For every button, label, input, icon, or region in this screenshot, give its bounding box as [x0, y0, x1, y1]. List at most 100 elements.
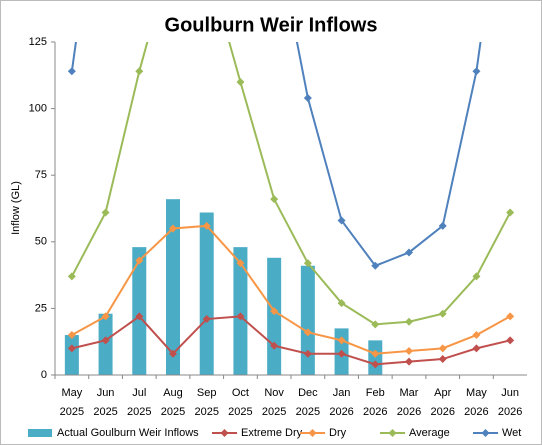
x-tick-label-line: Sep	[197, 387, 217, 399]
legend-label: Actual Goulburn Weir Inflows	[57, 427, 199, 439]
x-tick-label-line: 2026	[430, 406, 454, 418]
marker	[169, 224, 177, 233]
marker	[472, 344, 481, 353]
x-tick-label-line: 2026	[329, 406, 353, 418]
legend-label: Extreme Dry	[241, 427, 303, 439]
x-tick-label: May 2026	[464, 387, 488, 418]
x-tick-label: May 2025	[60, 387, 84, 418]
y-tick-label: 25	[35, 302, 47, 314]
x-tick-label: Dec 2025	[296, 387, 320, 418]
marker	[270, 195, 279, 204]
y-axis-label: Inflow (GL)	[10, 181, 22, 235]
x-tick-label-line: Jul	[132, 387, 146, 399]
x-tick-label-line: 2026	[397, 406, 421, 418]
legend-label: Dry	[329, 427, 347, 439]
x-tick-label: Apr 2026	[430, 387, 454, 418]
x-tick-label-line: Jan	[333, 387, 351, 399]
bar	[300, 265, 315, 375]
marker	[405, 248, 413, 257]
marker	[337, 216, 346, 225]
x-tick-label-line: 2025	[161, 406, 185, 418]
marker	[438, 355, 447, 364]
marker	[236, 259, 245, 268]
marker	[270, 307, 279, 316]
marker	[135, 312, 144, 321]
legend-label: Average	[409, 427, 450, 439]
marker	[371, 360, 380, 369]
marker	[506, 208, 515, 217]
plot-area	[64, 42, 515, 375]
marker	[438, 309, 447, 318]
marker	[303, 93, 312, 102]
marker	[236, 77, 245, 86]
marker	[101, 208, 110, 217]
marker	[135, 67, 144, 76]
legend-marker	[308, 429, 317, 437]
x-tick-label-line: 2025	[228, 406, 252, 418]
marker	[169, 349, 177, 358]
marker	[472, 331, 481, 340]
x-tick-label: Sep 2025	[194, 387, 218, 418]
bar	[64, 335, 79, 375]
y-tick-label: 75	[35, 169, 47, 181]
legend-label: Wet	[502, 427, 521, 439]
x-tick-label: Jul 2025	[127, 387, 151, 418]
marker	[202, 221, 211, 230]
y-tick-label: 50	[35, 236, 47, 248]
legend-marker	[388, 429, 397, 437]
x-tick-label-line: 2025	[127, 406, 151, 418]
bar	[132, 247, 147, 375]
bar	[267, 257, 282, 375]
line	[71, 224, 511, 355]
y-tick-label: 100	[29, 103, 47, 115]
x-tick-label-line: Dec	[298, 387, 318, 399]
marker	[337, 349, 346, 358]
x-tick-label: Nov 2025	[262, 387, 286, 418]
marker	[371, 349, 380, 358]
x-tick-label-line: 2025	[60, 406, 84, 418]
x-tick-label-line: 2026	[498, 406, 522, 418]
marker	[303, 349, 312, 358]
x-tick-label-line: 2026	[464, 406, 488, 418]
line	[71, 315, 511, 366]
marker	[236, 312, 245, 321]
marker	[202, 315, 211, 324]
x-tick-label-line: Feb	[366, 387, 385, 399]
marker	[472, 272, 481, 281]
x-tick-label: Aug 2025	[161, 387, 185, 418]
x-tick-label: Oct 2025	[228, 387, 252, 418]
marker	[101, 336, 110, 345]
x-tick-label-line: Jun	[97, 387, 115, 399]
marker	[303, 259, 312, 268]
x-tick-label: Jun 2025	[93, 387, 117, 418]
x-tick-label: Feb 2026	[363, 387, 387, 418]
x-tick-label-line: Oct	[232, 387, 249, 399]
legend-marker	[481, 429, 490, 437]
marker	[303, 328, 312, 337]
marker	[270, 341, 279, 350]
x-tick-label-line: 2025	[296, 406, 320, 418]
bar	[166, 199, 180, 375]
marker	[438, 221, 447, 230]
marker	[337, 299, 346, 308]
marker	[405, 347, 413, 356]
x-tick-label: Jun 2026	[498, 387, 522, 418]
x-tick-label-line: Mar	[400, 387, 419, 399]
marker	[337, 336, 346, 345]
marker	[67, 67, 76, 76]
x-tick-label-line: 2026	[363, 406, 387, 418]
legend-swatch	[28, 429, 52, 437]
legend-marker	[220, 429, 229, 437]
x-tick-label-line: May	[61, 387, 82, 399]
bar	[233, 247, 248, 375]
marker	[135, 256, 144, 265]
marker	[506, 336, 515, 345]
x-tick-label-line: Aug	[163, 387, 183, 399]
marker	[472, 67, 481, 76]
x-tick-label-line: May	[466, 387, 487, 399]
bar	[199, 212, 214, 375]
y-tick-label: 125	[29, 36, 47, 48]
marker	[371, 261, 380, 270]
